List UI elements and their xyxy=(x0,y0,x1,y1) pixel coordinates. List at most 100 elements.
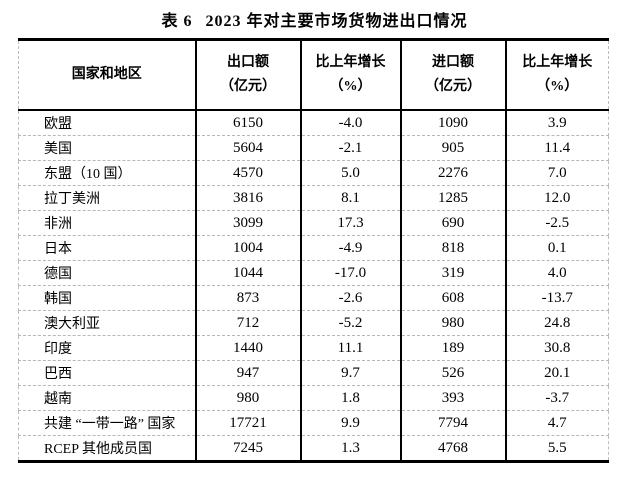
table-row: 韩国 873 -2.6 608 -13.7 xyxy=(18,285,609,311)
cell-region: 巴西 xyxy=(18,360,197,386)
table-header: 国家和地区 出口额 （亿元） 比上年增长 （%） 进口额 （亿元） 比上年增长 … xyxy=(18,39,609,111)
cell-import-growth: 7.0 xyxy=(505,160,609,186)
cell-import: 7794 xyxy=(400,410,507,436)
cell-import: 189 xyxy=(400,335,507,361)
column-header-region: 国家和地区 xyxy=(18,39,197,111)
table-row: 共建 “一带一路” 国家 17721 9.9 7794 4.7 xyxy=(18,410,609,436)
cell-import-growth: 5.5 xyxy=(505,435,609,462)
cell-export-growth: -5.2 xyxy=(300,310,402,336)
header-unit: （%） xyxy=(536,79,579,94)
cell-import: 980 xyxy=(400,310,507,336)
cell-export-growth: 9.7 xyxy=(300,360,402,386)
cell-import-growth: 4.7 xyxy=(505,410,609,436)
column-header-import-growth: 比上年增长 （%） xyxy=(505,39,609,111)
cell-import: 818 xyxy=(400,235,507,261)
cell-region: 共建 “一带一路” 国家 xyxy=(18,410,197,436)
cell-region: 澳大利亚 xyxy=(18,310,197,336)
cell-import-growth: 4.0 xyxy=(505,260,609,286)
cell-region: RCEP 其他成员国 xyxy=(18,435,197,462)
trade-table: 国家和地区 出口额 （亿元） 比上年增长 （%） 进口额 （亿元） 比上年增长 … xyxy=(18,38,609,463)
cell-export-growth: 17.3 xyxy=(300,210,402,236)
cell-export: 7245 xyxy=(195,435,302,462)
cell-import-growth: 30.8 xyxy=(505,335,609,361)
cell-import: 690 xyxy=(400,210,507,236)
table-row: 拉丁美洲 3816 8.1 1285 12.0 xyxy=(18,185,609,211)
cell-import: 2276 xyxy=(400,160,507,186)
cell-export: 1440 xyxy=(195,335,302,361)
table-number-label: 表 6 xyxy=(161,13,193,30)
cell-import: 608 xyxy=(400,285,507,311)
cell-import: 905 xyxy=(400,135,507,161)
header-label: 比上年增长 xyxy=(522,55,593,70)
cell-export: 6150 xyxy=(195,110,302,136)
cell-import: 319 xyxy=(400,260,507,286)
cell-export: 5604 xyxy=(195,135,302,161)
cell-export-growth: 1.3 xyxy=(300,435,402,462)
table-row: 越南 980 1.8 393 -3.7 xyxy=(18,385,609,411)
header-unit: （亿元） xyxy=(220,79,276,94)
table-row: 美国 5604 -2.1 905 11.4 xyxy=(18,135,609,161)
header-row: 国家和地区 出口额 （亿元） 比上年增长 （%） 进口额 （亿元） 比上年增长 … xyxy=(18,39,609,111)
cell-export-growth: 9.9 xyxy=(300,410,402,436)
cell-region: 日本 xyxy=(18,235,197,261)
cell-import-growth: 12.0 xyxy=(505,185,609,211)
table-row: 巴西 947 9.7 526 20.1 xyxy=(18,360,609,386)
cell-region: 韩国 xyxy=(18,285,197,311)
header-unit: （亿元） xyxy=(425,79,481,94)
cell-export-growth: -4.9 xyxy=(300,235,402,261)
table-row: 德国 1044 -17.0 319 4.0 xyxy=(18,260,609,286)
cell-export: 873 xyxy=(195,285,302,311)
cell-region: 越南 xyxy=(18,385,197,411)
table-body: 欧盟 6150 -4.0 1090 3.9 美国 5604 -2.1 905 1… xyxy=(18,110,609,462)
cell-import-growth: 0.1 xyxy=(505,235,609,261)
header-label: 比上年增长 xyxy=(315,55,386,70)
cell-export: 1044 xyxy=(195,260,302,286)
cell-export-growth: -17.0 xyxy=(300,260,402,286)
cell-region: 欧盟 xyxy=(18,110,197,136)
cell-import: 4768 xyxy=(400,435,507,462)
column-header-import: 进口额 （亿元） xyxy=(400,39,507,111)
cell-region: 东盟（10 国） xyxy=(18,160,197,186)
cell-export: 712 xyxy=(195,310,302,336)
cell-region: 非洲 xyxy=(18,210,197,236)
header-label: 进口额 xyxy=(432,55,474,70)
cell-export-growth: -4.0 xyxy=(300,110,402,136)
cell-region: 美国 xyxy=(18,135,197,161)
table-row: 东盟（10 国） 4570 5.0 2276 7.0 xyxy=(18,160,609,186)
cell-import-growth: 11.4 xyxy=(505,135,609,161)
cell-export: 1004 xyxy=(195,235,302,261)
column-header-export-growth: 比上年增长 （%） xyxy=(300,39,402,111)
cell-import: 1090 xyxy=(400,110,507,136)
table-row: 非洲 3099 17.3 690 -2.5 xyxy=(18,210,609,236)
cell-export-growth: 11.1 xyxy=(300,335,402,361)
cell-export-growth: 1.8 xyxy=(300,385,402,411)
column-header-export: 出口额 （亿元） xyxy=(195,39,302,111)
cell-import-growth: -13.7 xyxy=(505,285,609,311)
cell-export: 3816 xyxy=(195,185,302,211)
cell-export: 4570 xyxy=(195,160,302,186)
cell-import: 393 xyxy=(400,385,507,411)
cell-export-growth: -2.6 xyxy=(300,285,402,311)
cell-import: 1285 xyxy=(400,185,507,211)
cell-import-growth: 3.9 xyxy=(505,110,609,136)
cell-export-growth: -2.1 xyxy=(300,135,402,161)
cell-export: 3099 xyxy=(195,210,302,236)
cell-import: 526 xyxy=(400,360,507,386)
cell-region: 印度 xyxy=(18,335,197,361)
cell-export-growth: 5.0 xyxy=(300,160,402,186)
cell-export: 980 xyxy=(195,385,302,411)
cell-import-growth: 24.8 xyxy=(505,310,609,336)
header-unit: （%） xyxy=(329,79,372,94)
header-label: 出口额 xyxy=(227,55,269,70)
cell-region: 拉丁美洲 xyxy=(18,185,197,211)
table-row: RCEP 其他成员国 7245 1.3 4768 5.5 xyxy=(18,435,609,462)
cell-import-growth: -2.5 xyxy=(505,210,609,236)
table-row: 日本 1004 -4.9 818 0.1 xyxy=(18,235,609,261)
cell-import-growth: -3.7 xyxy=(505,385,609,411)
cell-export-growth: 8.1 xyxy=(300,185,402,211)
table-title-text: 2023 年对主要市场货物进出口情况 xyxy=(205,13,468,30)
cell-import-growth: 20.1 xyxy=(505,360,609,386)
cell-region: 德国 xyxy=(18,260,197,286)
cell-export: 17721 xyxy=(195,410,302,436)
